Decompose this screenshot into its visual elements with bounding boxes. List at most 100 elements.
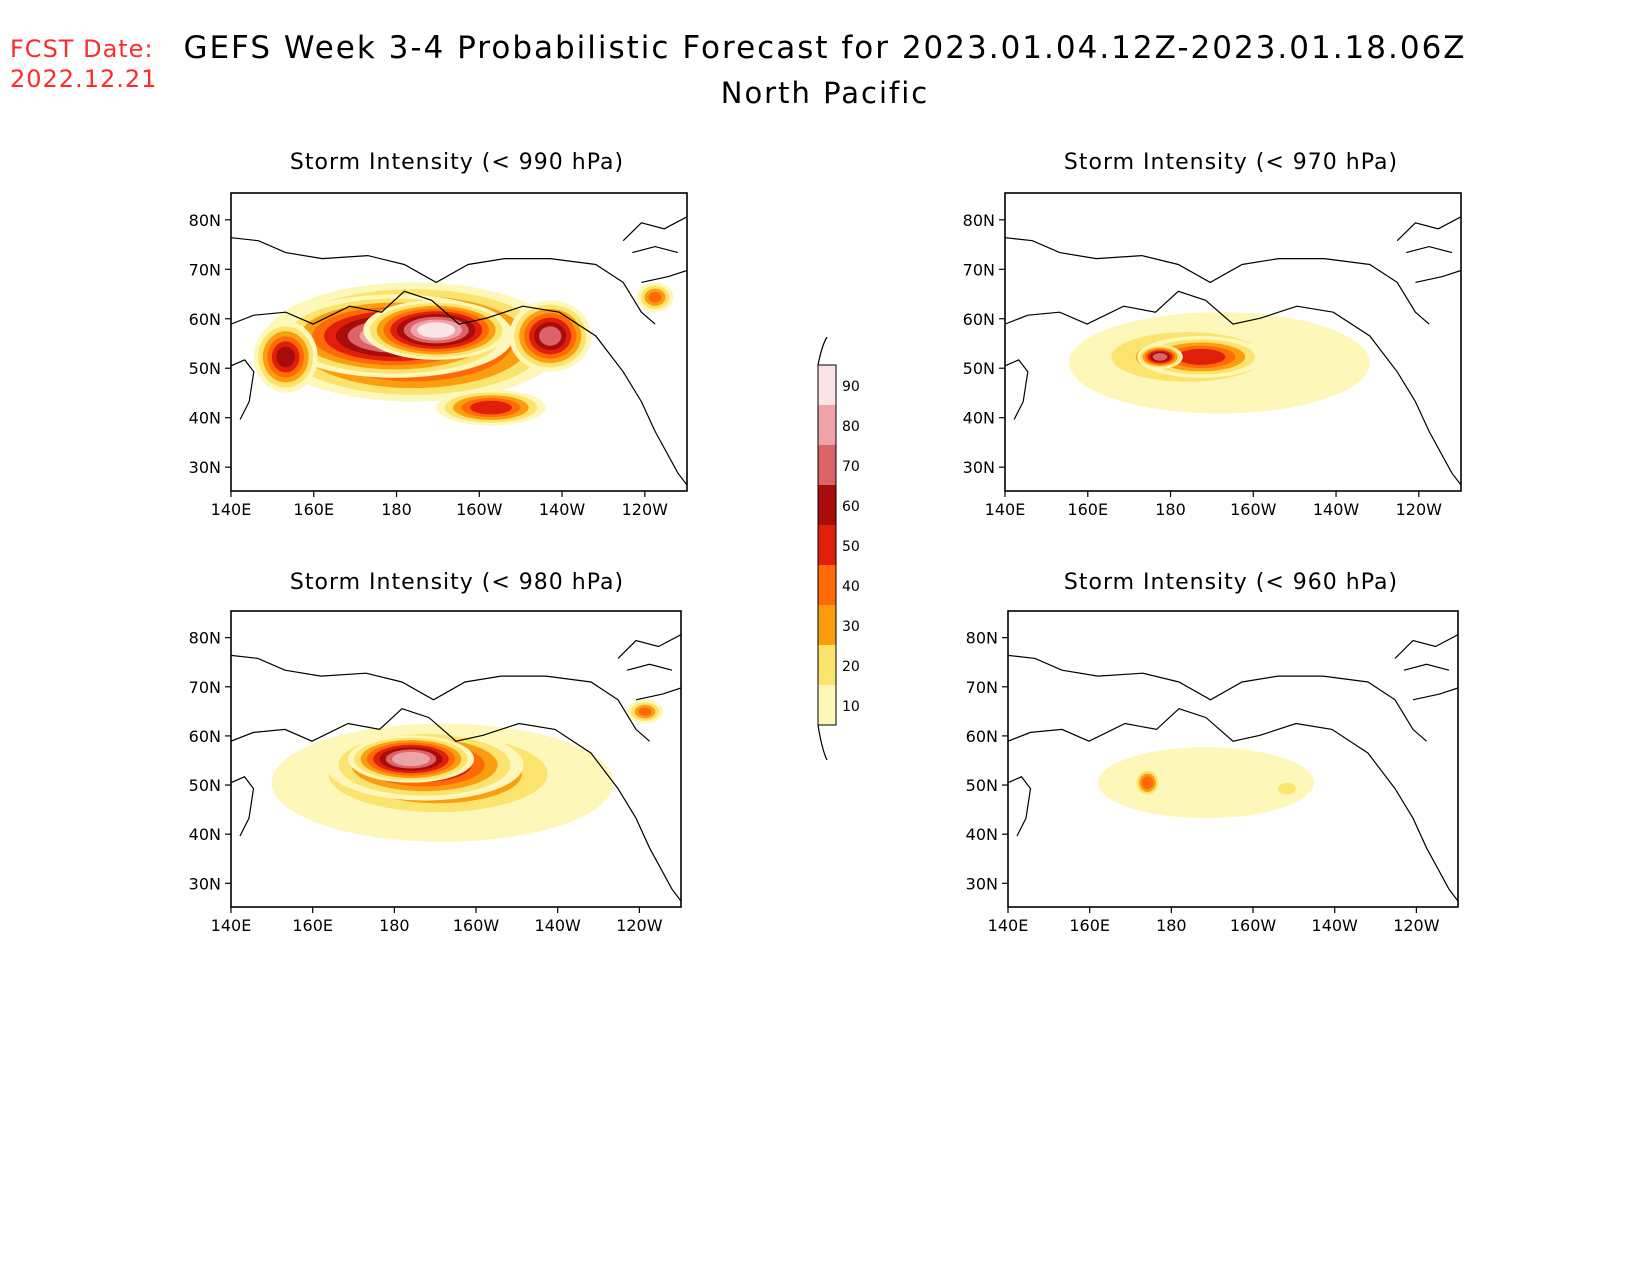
lon-tick-label: 160W	[456, 500, 503, 519]
colorbar-label: 60	[842, 499, 860, 515]
map-frame	[230, 610, 682, 908]
panel-title-970: Storm Intensity (< 970 hPa)	[1063, 150, 1399, 175]
map-frame	[1004, 192, 1462, 492]
map-panel-p980: 80N 70N 60N 50N 40N 30N 140E 160E 180 160W 140W 120…	[189, 610, 682, 935]
lat-tick-label: 60N	[189, 310, 221, 329]
colorbar-swatch	[818, 445, 836, 485]
lon-tick-label: 140E	[985, 500, 1026, 519]
contour-40	[648, 291, 662, 303]
map-panel-p970: 80N 70N 60N 50N 40N 30N 140E 160E 180 160W 140W 120…	[963, 192, 1462, 519]
colorbar: 90 80 70 60 50 40 30 20 10	[817, 336, 860, 761]
colorbar-label: 40	[842, 579, 860, 595]
region-subtitle: North Pacific	[720, 76, 930, 110]
colorbar-label: 10	[842, 699, 860, 715]
lat-tick-label: 50N	[966, 776, 998, 795]
lat-tick-label: 70N	[189, 678, 221, 697]
contour-40	[1141, 776, 1154, 790]
panel-title-960: Storm Intensity (< 960 hPa)	[1063, 570, 1399, 595]
lon-tick-label: 140W	[539, 500, 586, 519]
colorbar-cap-bottom	[817, 724, 828, 761]
colorbar-label: 90	[842, 379, 860, 395]
coastline	[231, 634, 681, 902]
map-frame	[230, 192, 688, 492]
coastline	[1005, 216, 1461, 486]
lat-tick-label: 30N	[963, 458, 995, 477]
colorbar-cap-top	[817, 336, 828, 366]
colorbar-swatch	[818, 645, 836, 685]
lat-tick-label: 50N	[963, 359, 995, 378]
lon-tick-label: 140W	[535, 916, 582, 935]
lon-tick-label: 160E	[1067, 500, 1108, 519]
forecast-date-block: FCST Date: 2022.12.21	[10, 34, 157, 94]
lon-tick-label: 120W	[616, 916, 663, 935]
panel-title-980: Storm Intensity (< 980 hPa)	[289, 570, 625, 595]
contour-70	[539, 326, 562, 346]
colorbar-swatch	[818, 525, 836, 565]
lon-tick-label: 120W	[1396, 500, 1443, 519]
colorbar-swatch	[818, 685, 836, 725]
lat-tick-label: 60N	[189, 727, 221, 746]
lat-tick-label: 50N	[189, 359, 221, 378]
contour-50	[1176, 348, 1226, 365]
colorbar-swatch	[818, 565, 836, 605]
lon-tick-label: 160E	[1069, 916, 1110, 935]
contour-60	[276, 346, 296, 368]
probability-field	[271, 699, 663, 842]
lon-tick-label: 180	[381, 500, 412, 519]
lat-tick-label: 40N	[189, 825, 221, 844]
coastline	[1008, 634, 1458, 902]
lon-tick-label: 160E	[293, 500, 334, 519]
contour-20	[1278, 782, 1296, 795]
contour-10	[1098, 747, 1314, 819]
lon-tick-label: 160E	[292, 916, 333, 935]
lat-tick-label: 30N	[189, 874, 221, 893]
colorbar-swatch	[818, 405, 836, 445]
contour-50	[470, 400, 512, 415]
lat-tick-label: 80N	[966, 629, 998, 648]
lat-tick-label: 60N	[966, 727, 998, 746]
colorbar-label: 30	[842, 619, 860, 635]
contour-90	[417, 322, 456, 338]
lon-tick-label: 180	[379, 916, 410, 935]
fcst-date-label: FCST Date:	[10, 35, 154, 63]
map-panel-p990: 80N 70N 60N 50N 40N 30N 140E 160E 180 160W 140W 120…	[189, 192, 688, 519]
lon-tick-label: 180	[1155, 500, 1186, 519]
lat-tick-label: 80N	[189, 211, 221, 230]
map-frame	[1007, 610, 1459, 908]
panel-title-990: Storm Intensity (< 990 hPa)	[289, 150, 625, 175]
lon-tick-label: 160W	[1230, 500, 1277, 519]
colorbar-swatch	[818, 365, 836, 405]
lon-tick-label: 140W	[1313, 500, 1360, 519]
lat-tick-label: 30N	[189, 458, 221, 477]
lon-tick-label: 120W	[622, 500, 669, 519]
main-title: GEFS Week 3-4 Probabilistic Forecast for…	[0, 30, 1650, 66]
lon-tick-label: 180	[1156, 916, 1187, 935]
lat-tick-label: 70N	[966, 678, 998, 697]
probability-field	[1098, 747, 1314, 819]
lat-tick-label: 30N	[966, 874, 998, 893]
map-panel-p960: 80N 70N 60N 50N 40N 30N 140E 160E 180 160W 140W 120…	[966, 610, 1459, 935]
colorbar-swatch	[818, 605, 836, 645]
colorbar-swatch	[818, 485, 836, 525]
probability-field	[253, 282, 674, 426]
lon-tick-label: 120W	[1393, 916, 1440, 935]
lat-tick-label: 40N	[189, 409, 221, 428]
lon-tick-label: 140W	[1312, 916, 1359, 935]
contour-70	[1152, 353, 1168, 361]
lat-tick-label: 60N	[963, 310, 995, 329]
colorbar-frame	[817, 364, 837, 726]
lat-tick-label: 70N	[963, 260, 995, 279]
lon-tick-label: 140E	[988, 916, 1029, 935]
lon-tick-label: 140E	[211, 500, 252, 519]
lat-tick-label: 50N	[189, 776, 221, 795]
probability-field	[1068, 312, 1370, 414]
colorbar-label: 70	[842, 459, 860, 475]
lat-tick-label: 40N	[963, 409, 995, 428]
lat-tick-label: 80N	[963, 211, 995, 230]
lat-tick-label: 40N	[966, 825, 998, 844]
lon-tick-label: 160W	[453, 916, 500, 935]
colorbar-label: 20	[842, 659, 860, 675]
lat-tick-label: 70N	[189, 260, 221, 279]
contour-80	[392, 751, 430, 767]
